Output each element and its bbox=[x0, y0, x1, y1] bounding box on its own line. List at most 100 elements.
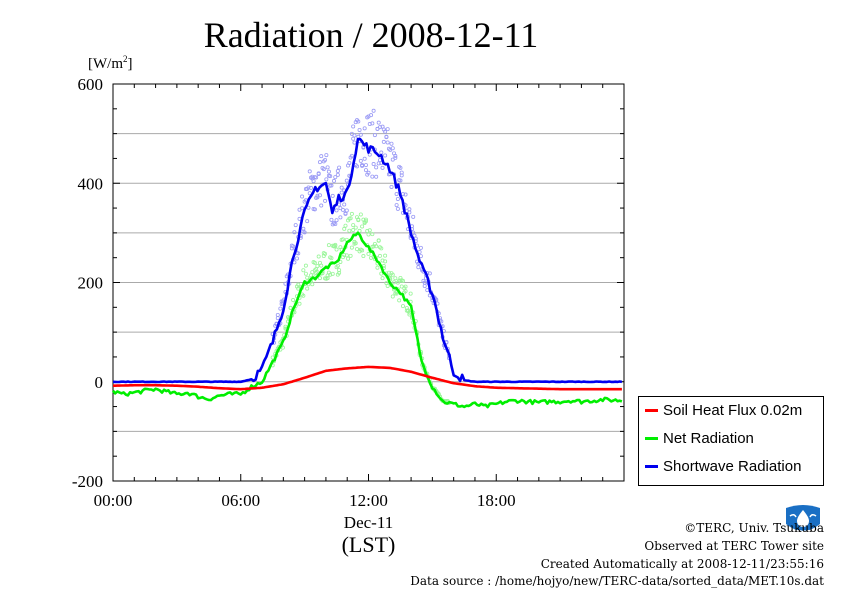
raw-sample-point bbox=[375, 126, 380, 131]
raw-sample-point bbox=[333, 221, 338, 226]
legend-label-shortwave-radiation: Shortwave Radiation bbox=[663, 458, 802, 475]
raw-sample-point bbox=[296, 282, 301, 287]
raw-sample-point bbox=[334, 218, 339, 223]
raw-sample-point bbox=[407, 310, 412, 315]
raw-sample-point bbox=[393, 276, 398, 281]
raw-sample-point bbox=[371, 162, 376, 167]
raw-sample-point bbox=[301, 293, 306, 298]
raw-sample-point bbox=[377, 253, 382, 258]
raw-sample-point bbox=[389, 141, 394, 146]
raw-sample-point bbox=[348, 216, 353, 221]
raw-sample-point bbox=[369, 113, 374, 118]
raw-sample-point bbox=[351, 136, 356, 141]
raw-sample-point bbox=[334, 208, 339, 213]
raw-sample-point bbox=[362, 126, 367, 131]
footer-observed-site: Observed at TERC Tower site bbox=[644, 539, 824, 553]
raw-sample-point bbox=[311, 179, 316, 184]
raw-sample-point bbox=[377, 125, 382, 130]
raw-sample-point bbox=[425, 288, 430, 293]
raw-sample-point bbox=[307, 169, 312, 174]
raw-sample-point bbox=[305, 286, 310, 291]
raw-sample-point bbox=[325, 276, 330, 281]
raw-sample-point bbox=[390, 146, 395, 151]
raw-sample-point bbox=[315, 264, 320, 269]
raw-sample-point bbox=[316, 171, 321, 176]
raw-sample-point bbox=[379, 246, 384, 251]
x-tick-label: 12:00 bbox=[349, 491, 388, 510]
legend-label-soil-heat-flux: Soil Heat Flux 0.02m bbox=[663, 402, 803, 419]
raw-sample-point bbox=[390, 272, 395, 277]
raw-sample-point bbox=[352, 133, 357, 138]
raw-sample-point bbox=[363, 219, 368, 224]
chart-legend: Soil Heat Flux 0.02m Net Radiation Short… bbox=[638, 396, 824, 486]
raw-sample-point bbox=[353, 225, 358, 230]
raw-sample-point bbox=[361, 254, 366, 259]
raw-sample-point bbox=[422, 284, 427, 289]
raw-sample-point bbox=[367, 152, 372, 157]
raw-sample-point bbox=[333, 175, 338, 180]
y-tick-label: 600 bbox=[78, 75, 104, 94]
x-tick-label: 06:00 bbox=[221, 491, 260, 510]
raw-sample-point bbox=[366, 170, 371, 175]
raw-sample-point bbox=[306, 185, 311, 190]
raw-sample-point bbox=[394, 203, 399, 208]
raw-sample-point bbox=[390, 294, 395, 299]
raw-sample-point bbox=[326, 243, 331, 248]
raw-sample-point bbox=[370, 232, 375, 237]
raw-sample-point bbox=[321, 167, 326, 172]
raw-sample-point bbox=[403, 192, 408, 197]
raw-sample-point bbox=[310, 270, 315, 275]
legend-swatch-net-radiation bbox=[645, 436, 658, 440]
raw-sample-point bbox=[303, 263, 308, 268]
raw-sample-point bbox=[395, 196, 400, 201]
raw-sample-point bbox=[328, 174, 333, 179]
legend-item-shortwave-radiation: Shortwave Radiation bbox=[645, 456, 801, 478]
raw-sample-point bbox=[360, 163, 365, 168]
raw-sample-point bbox=[355, 164, 360, 169]
raw-sample-point bbox=[418, 245, 423, 250]
raw-sample-point bbox=[398, 178, 403, 183]
terc-logo-icon: TERC bbox=[784, 504, 822, 536]
raw-sample-point bbox=[310, 174, 315, 179]
raw-sample-point bbox=[385, 127, 390, 132]
raw-sample-point bbox=[324, 177, 329, 182]
raw-sample-point bbox=[353, 241, 358, 246]
raw-sample-point bbox=[374, 165, 379, 170]
raw-sample-point bbox=[393, 153, 398, 158]
net-radiation-line bbox=[111, 231, 623, 409]
raw-sample-point bbox=[346, 256, 351, 261]
raw-sample-point bbox=[360, 248, 365, 253]
raw-sample-point bbox=[348, 253, 353, 258]
raw-sample-point bbox=[374, 174, 379, 179]
raw-sample-point bbox=[427, 271, 432, 276]
raw-sample-point bbox=[386, 270, 391, 275]
raw-sample-point bbox=[398, 165, 403, 170]
raw-sample-point bbox=[376, 238, 381, 243]
raw-sample-point bbox=[349, 245, 354, 250]
raw-sample-point bbox=[380, 165, 385, 170]
raw-sample-point bbox=[349, 211, 354, 216]
raw-sample-point bbox=[335, 172, 340, 177]
raw-sample-point bbox=[349, 153, 354, 158]
raw-sample-point bbox=[357, 127, 362, 132]
raw-sample-point bbox=[297, 301, 302, 306]
raw-sample-point bbox=[365, 229, 370, 234]
raw-sample-point bbox=[326, 169, 331, 174]
raw-sample-point bbox=[383, 259, 388, 264]
raw-sample-point bbox=[395, 206, 400, 211]
raw-sample-point bbox=[335, 169, 340, 174]
raw-sample-point bbox=[389, 184, 394, 189]
raw-sample-point bbox=[310, 282, 315, 287]
raw-sample-point bbox=[394, 192, 399, 197]
raw-sample-point bbox=[312, 260, 317, 265]
chart-title: Radiation / 2008-12-11 bbox=[203, 15, 539, 55]
legend-swatch-soil-heat-flux bbox=[645, 408, 658, 412]
raw-sample-point bbox=[376, 161, 381, 166]
raw-sample-point bbox=[403, 284, 408, 289]
raw-sample-point bbox=[324, 153, 329, 158]
raw-sample-point bbox=[319, 263, 324, 268]
raw-sample-point bbox=[329, 217, 334, 222]
raw-sample-point bbox=[366, 232, 371, 237]
raw-sample-point bbox=[376, 120, 381, 125]
